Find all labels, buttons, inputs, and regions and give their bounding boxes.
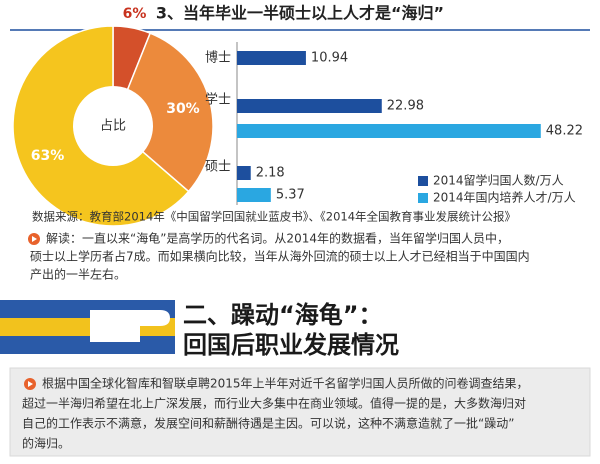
source: 数据来源：教育部2014年《中国留学回国就业蓝皮书》、《2014年全国教育事业发… <box>32 210 516 224</box>
legend-swatch <box>418 193 428 203</box>
paragraph-line: 根据中国全球化智库和智联卓聘2015年上半年对近千名留学归国人员所做的问卷调查结… <box>42 376 529 391</box>
note-line: 产出的一半左右。 <box>30 267 126 282</box>
paragraph-line: 自己的工作表示不满意，发展空间和薪酬待遇是主因。可以说，这种不满意造就了一批“躁… <box>22 416 514 431</box>
legend-label: 2014年国内培养人才/万人 <box>433 190 576 205</box>
bar-value-label: 22.98 <box>387 99 424 114</box>
category-label: 博士 <box>205 51 231 66</box>
text-box <box>9 367 591 457</box>
note: 解读：一直以来“海龟”是高学历的代名词。从2014年的数据看，当年留学归国人员中… <box>30 231 530 282</box>
bar-value-label: 48.22 <box>546 124 583 139</box>
pie-chart: 6% 30% 63% 占比 <box>12 6 214 227</box>
paragraph-line: 的海归。 <box>22 436 70 451</box>
bar-value-label: 5.37 <box>276 188 305 203</box>
para-icon-arrow <box>28 381 33 387</box>
banner-stripe <box>0 336 175 354</box>
pie-label: 6% <box>123 6 147 22</box>
bar-value-label: 2.18 <box>256 166 285 181</box>
bar <box>237 51 306 65</box>
bar-chart: 博士 10.94 学士 22.98 48.22 硕士 2.18 5.37 2014留学归国人数/… <box>205 42 583 205</box>
category-label: 硕士 <box>205 160 231 175</box>
section-title-line: 回国后职业发展情况 <box>183 331 399 359</box>
bar <box>237 188 271 202</box>
bar <box>237 166 251 180</box>
paragraph-line: 超过一半海归希望在北上广深发展，而行业大多集中在商业领域。值得一提的是，大多数海… <box>22 396 526 411</box>
pie-slice <box>112 32 214 193</box>
pie-label: 30% <box>166 101 200 117</box>
paragraph: 根据中国全球化智库和智联卓聘2015年上半年对近千名留学归国人员所做的问卷调查结… <box>22 376 529 451</box>
section-title: 二、躁动“海龟”：回国后职业发展情况 <box>183 301 399 359</box>
pie-hole <box>73 86 153 166</box>
title: 3、当年毕业一半硕士以上人才是“海归” <box>156 4 444 23</box>
pie-label: 63% <box>31 148 65 164</box>
pie-center-label: 占比 <box>100 119 126 134</box>
section-title-line: 二、躁动“海龟”： <box>183 301 383 329</box>
hand-icon <box>90 310 170 342</box>
category-label: 学士 <box>205 92 231 108</box>
legend-label: 2014留学归国人数/万人 <box>433 173 564 188</box>
bar-value-label: 10.94 <box>311 51 348 66</box>
note-line: 硕士以上学历者占7成。而如果横向比较，当年从海外回流的硕士以上人才已经相当于中国… <box>30 249 530 264</box>
bar <box>237 99 382 113</box>
legend-swatch <box>418 176 428 186</box>
bar <box>237 124 541 138</box>
note-line: 解读：一直以来“海龟”是高学历的代名词。从2014年的数据看，当年留学归国人员中… <box>46 231 509 246</box>
note-icon-arrow <box>32 236 37 242</box>
